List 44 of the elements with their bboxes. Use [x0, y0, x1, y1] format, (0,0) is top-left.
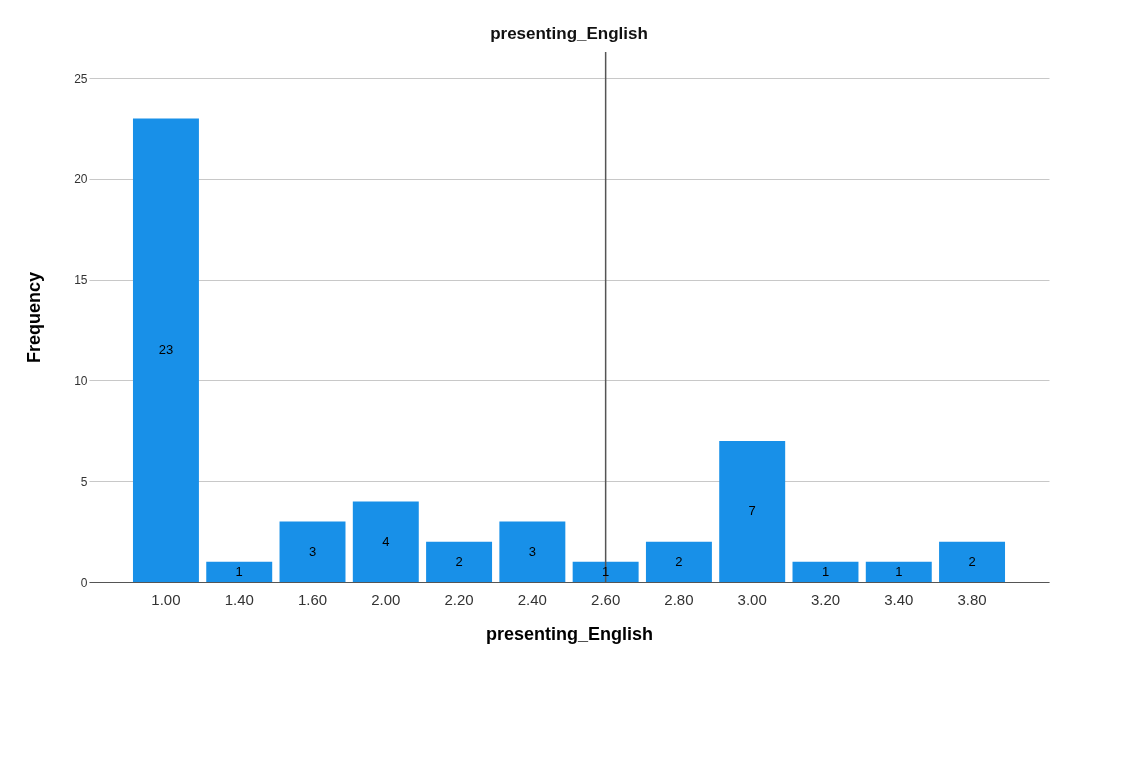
x-tick-label: 3.40	[884, 590, 914, 608]
bar	[499, 521, 566, 582]
x-tick-label: 2.40	[517, 590, 547, 608]
data-label: 1	[895, 563, 903, 579]
data-label: 1	[235, 563, 243, 579]
bar	[206, 561, 273, 582]
bar	[645, 541, 712, 582]
data-label: 4	[382, 533, 390, 549]
bar	[939, 541, 1006, 582]
data-label: 1	[821, 563, 830, 579]
bar	[279, 521, 346, 582]
y-axis-title: Frequency	[24, 271, 45, 364]
data-label: 3	[528, 543, 536, 559]
bar	[719, 440, 786, 582]
bar	[426, 541, 493, 582]
x-tick-label: 3.00	[737, 590, 767, 608]
bar	[792, 561, 859, 582]
bar	[572, 561, 639, 582]
y-tick-label: 5	[80, 474, 88, 489]
y-tick-label: 0	[80, 575, 88, 590]
y-tick-label: 20	[74, 172, 88, 187]
x-tick-label: 3.20	[810, 590, 841, 608]
x-tick-label: 2.20	[444, 590, 474, 608]
x-tick-label: 1.00	[151, 590, 181, 608]
bar	[352, 501, 419, 582]
chart-title: presenting_English	[490, 24, 648, 44]
x-axis-title: presenting_English	[485, 623, 654, 644]
data-label: 3	[308, 543, 317, 559]
data-label: 7	[748, 503, 756, 519]
x-tick-label: 2.00	[371, 590, 401, 608]
x-tick-label: 2.80	[664, 590, 694, 608]
x-tick-label: 1.60	[297, 590, 328, 608]
data-label: 2	[455, 553, 463, 569]
x-tick-label: 3.80	[957, 590, 987, 608]
data-label: 23	[158, 342, 174, 358]
y-tick-label: 25	[74, 71, 88, 86]
bar	[865, 561, 932, 582]
x-tick-label: 2.60	[591, 590, 621, 608]
bar	[132, 118, 199, 582]
y-tick-label: 10	[74, 373, 88, 388]
data-label: 2	[675, 553, 683, 569]
y-tick-label: 15	[74, 273, 88, 288]
x-tick-label: 1.40	[224, 590, 254, 608]
data-label: 2	[968, 553, 976, 569]
